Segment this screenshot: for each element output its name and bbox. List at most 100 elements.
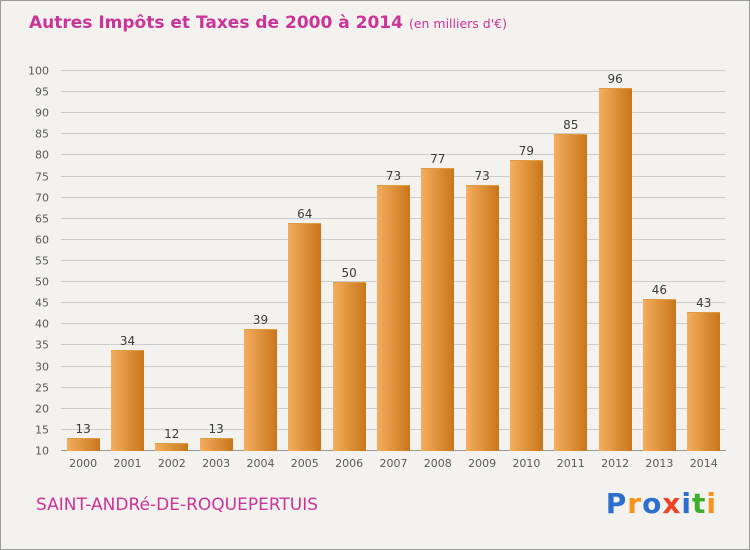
logo-letter: i [681, 487, 692, 520]
logo-letter: x [662, 487, 682, 520]
x-tick-label: 2011 [556, 457, 585, 470]
bar [199, 438, 233, 451]
logo-letter: t [692, 487, 707, 520]
x-tick-label: 2010 [512, 457, 541, 470]
x-tick-label: 2009 [468, 457, 497, 470]
y-axis: 10 15 20 25 30 35 40 45 50 55 60 65 70 75 80 85 90 95 100 [1, 66, 55, 457]
x-tick-label: 2000 [69, 457, 98, 470]
x-tick-label: 2007 [379, 457, 408, 470]
x-tick-label: 2004 [246, 457, 275, 470]
y-tick-label: 60 [35, 233, 49, 247]
bar-slot: 12 [150, 71, 194, 451]
chart-header: Autres Impôts et Taxes de 2000 à 2014 (en… [29, 13, 507, 33]
y-tick-label: 100 [28, 64, 49, 78]
y-tick-label: 95 [35, 85, 49, 99]
plot-area: 13 34 12 13 39 64 50 73 77 73 79 85 96 46 43 [61, 70, 726, 451]
gridline [61, 133, 726, 135]
bar [288, 223, 322, 451]
y-tick-label: 90 [35, 106, 49, 120]
y-tick-label: 45 [35, 296, 49, 310]
logo-letter: i [706, 487, 717, 520]
x-tick-label: 2008 [423, 457, 452, 470]
place-name: SAINT-ANDRé-DE-ROQUEPERTUIS [36, 495, 319, 515]
bar [643, 299, 676, 451]
bar [377, 185, 410, 451]
bar-value-label: 12 [164, 426, 180, 441]
bar-slot: 50 [327, 71, 371, 451]
bar-slot: 39 [238, 71, 282, 451]
y-tick-label: 30 [35, 360, 49, 374]
bar-value-label: 73 [474, 169, 490, 183]
x-tick-label: 2003 [202, 457, 231, 470]
y-tick-label: 15 [35, 423, 49, 437]
bar-slot: 13 [61, 71, 105, 451]
bar [155, 442, 189, 451]
bar [465, 185, 499, 451]
gridline [61, 175, 726, 177]
bar-value-label: 73 [385, 169, 402, 183]
bar-value-label: 77 [430, 152, 446, 167]
bar-value-label: 85 [563, 118, 579, 133]
y-tick-label: 80 [35, 148, 49, 162]
bar [598, 87, 632, 451]
bar-slot: 77 [416, 71, 460, 451]
logo-letter: P [605, 487, 628, 520]
bar-slot: 64 [283, 71, 327, 451]
y-tick-label: 20 [35, 402, 49, 416]
logo-letter: r [627, 487, 643, 520]
chart-title: Autres Impôts et Taxes de 2000 à 2014 [29, 13, 403, 33]
y-tick-label: 50 [35, 275, 49, 289]
bar-slot: 73 [371, 71, 415, 451]
y-tick-label: 10 [35, 444, 49, 458]
bar-slot: 79 [504, 71, 548, 451]
chart-subtitle: (en milliers d'€) [408, 16, 507, 31]
x-tick-label: 2006 [335, 457, 364, 470]
x-tick-label: 2002 [157, 457, 186, 470]
bar-slot: 46 [637, 71, 681, 451]
y-tick-label: 25 [35, 381, 49, 395]
bar-slot: 34 [105, 71, 149, 451]
gridline [61, 154, 726, 156]
y-tick-label: 35 [35, 338, 49, 352]
gridline [61, 70, 726, 71]
x-tick-label: 2014 [689, 457, 718, 470]
bar [332, 282, 366, 451]
bar-slot: 43 [682, 71, 726, 451]
bar-slot: 13 [194, 71, 238, 451]
bar [421, 168, 455, 451]
bar-slot: 73 [460, 71, 504, 451]
x-tick-label: 2005 [290, 457, 319, 470]
y-tick-label: 40 [35, 317, 49, 331]
bar-value-label: 50 [341, 266, 357, 281]
gridline [61, 112, 726, 114]
x-axis: 2000 2001 2002 2003 2004 2005 2006 2007 2008 2009… [61, 457, 726, 470]
bar-value-label: 13 [75, 422, 91, 437]
proxiti-logo[interactable]: Proxiti [606, 487, 717, 520]
bar-value-label: 46 [651, 283, 668, 297]
bar [111, 349, 144, 451]
bar [510, 159, 543, 451]
y-tick-label: 65 [35, 212, 49, 226]
bar-value-label: 64 [297, 207, 313, 221]
bar-value-label: 39 [252, 312, 269, 327]
bar-value-label: 43 [696, 295, 712, 310]
y-tick-label: 70 [35, 191, 49, 205]
bar [66, 438, 100, 451]
y-tick-label: 85 [35, 127, 49, 141]
bar-value-label: 13 [208, 422, 224, 437]
x-tick-label: 2001 [113, 457, 142, 470]
bar [554, 134, 588, 451]
x-tick-label: 2012 [601, 457, 630, 470]
y-tick-label: 75 [35, 170, 49, 184]
bars: 13 34 12 13 39 64 50 73 77 73 79 85 96 46 43 [61, 71, 726, 451]
bar-slot: 96 [593, 71, 637, 451]
logo-letter: o [642, 487, 663, 520]
bar [244, 328, 277, 451]
bar-slot: 85 [549, 71, 593, 451]
bar-value-label: 96 [607, 71, 623, 86]
bar-value-label: 34 [119, 333, 136, 348]
gridline [61, 91, 726, 93]
bar-value-label: 79 [518, 143, 535, 158]
y-tick-label: 55 [35, 254, 49, 268]
